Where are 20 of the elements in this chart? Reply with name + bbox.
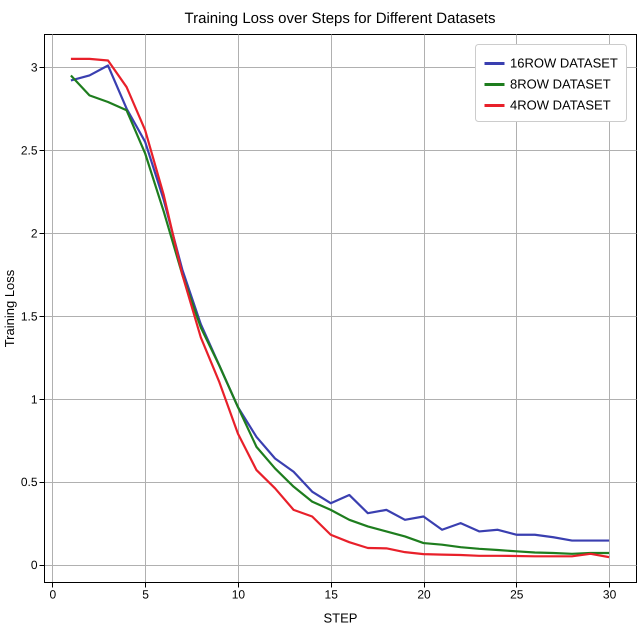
legend-label: 8ROW DATASET	[510, 76, 611, 92]
x-tick-label: 25	[510, 588, 524, 602]
y-tick-label: 0	[30, 558, 38, 572]
chart-title: Training Loss over Steps for Different Datasets	[184, 10, 496, 27]
y-axis-title: Training Loss	[2, 269, 17, 348]
y-tick-label: 1	[30, 392, 38, 406]
x-tick-label: 30	[602, 588, 617, 602]
legend-label: 4ROW DATASET	[510, 98, 611, 112]
x-tick-label: 5	[142, 588, 150, 602]
x-tick-label: 20	[417, 588, 432, 602]
y-tick-label: 2.5	[20, 144, 38, 158]
y-tick-label: 3	[30, 60, 38, 75]
x-tick-label: 10	[232, 588, 246, 602]
y-tick-label: 1.5	[20, 309, 38, 324]
legend-label: 16ROW DATASET	[510, 56, 618, 70]
x-axis-title: STEP	[324, 610, 358, 626]
x-tick-label: 0	[50, 588, 57, 602]
y-tick-label: 0.5	[20, 475, 38, 490]
x-tick-label: 15	[324, 588, 338, 602]
y-tick-label: 2	[30, 226, 38, 240]
